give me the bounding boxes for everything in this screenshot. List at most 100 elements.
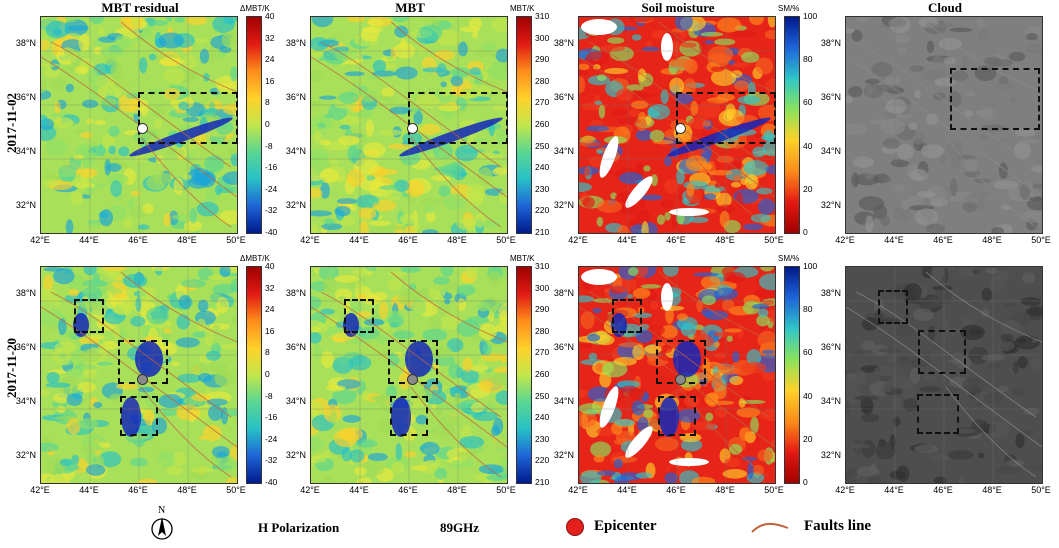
colorbar-tick-label: -40 xyxy=(265,227,278,237)
fault-line-icon xyxy=(750,520,790,541)
anomaly-box xyxy=(120,396,158,436)
lon-tick-label: 46°E xyxy=(398,485,418,495)
lat-tick-label: 38°N xyxy=(15,38,36,48)
colorbar-tick-label: 60 xyxy=(803,97,813,108)
colorbar-tick-label: 8 xyxy=(265,347,270,358)
colorbar-tick-label: -8 xyxy=(265,140,273,151)
legend-polarization: H Polarization xyxy=(258,520,340,535)
lon-tick-label: 46°E xyxy=(933,235,953,245)
lon-tick-label: 50°E xyxy=(496,485,516,495)
lon-tick-label: 46°E xyxy=(666,485,686,495)
colorbar-tick-label: 32 xyxy=(265,282,275,293)
map-panel xyxy=(845,16,1043,234)
colorbar-tick-label: -24 xyxy=(265,433,278,444)
colorbar-tick-label: 240 xyxy=(535,412,550,423)
colorbar-tick-label: 300 xyxy=(535,32,550,43)
colorbar xyxy=(516,266,532,484)
lat-tick-label: 32°N xyxy=(15,450,36,460)
anomaly-box xyxy=(917,394,959,434)
colorbar xyxy=(516,16,532,234)
lon-tick-label: 50°E xyxy=(764,235,784,245)
anomaly-box xyxy=(658,396,696,436)
colorbar-tick-label: 100 xyxy=(803,11,818,21)
colorbar-tick-label: 310 xyxy=(535,261,550,271)
lon-tick-label: 42°E xyxy=(835,485,855,495)
colorbar-tick-label: 0 xyxy=(265,369,270,379)
anomaly-box xyxy=(676,92,776,144)
lat-tick-label: 34°N xyxy=(15,396,36,406)
lon-tick-label: 42°E xyxy=(300,235,320,245)
colorbar-tick-label: 290 xyxy=(535,304,550,315)
lon-tick-label: 50°E xyxy=(226,485,246,495)
colorbar-tick-label: -40 xyxy=(265,477,278,487)
lon-tick-label: 44°E xyxy=(884,485,904,495)
lon-tick-label: 46°E xyxy=(128,485,148,495)
lat-tick-label: 38°N xyxy=(285,38,306,48)
lon-tick-label: 42°E xyxy=(30,485,50,495)
colorbar-tick-label: 80 xyxy=(803,304,813,315)
epicenter-icon xyxy=(137,374,148,385)
colorbar-tick-label: 24 xyxy=(265,54,275,65)
colorbar-label: ΔMBT/K xyxy=(240,4,270,13)
epicenter-icon xyxy=(407,374,418,385)
lon-tick-label: 48°E xyxy=(715,235,735,245)
lat-tick-label: 34°N xyxy=(285,146,306,156)
colorbar-tick-label: 220 xyxy=(535,455,550,466)
anomaly-box xyxy=(344,299,374,333)
colorbar-tick-label: -16 xyxy=(265,412,278,423)
lat-tick-label: 38°N xyxy=(15,288,36,298)
lon-tick-label: 42°E xyxy=(568,485,588,495)
colorbar-tick-label: -16 xyxy=(265,162,278,173)
lon-tick-label: 44°E xyxy=(349,485,369,495)
colorbar-tick-label: 32 xyxy=(265,32,275,43)
lon-tick-label: 44°E xyxy=(349,235,369,245)
lat-tick-label: 36°N xyxy=(15,92,36,102)
colorbar-label: MBT/K xyxy=(510,254,535,263)
colorbar-tick-label: 260 xyxy=(535,119,550,129)
north-label: N xyxy=(158,505,166,516)
colorbar-tick-label: 16 xyxy=(265,325,275,336)
colorbar-tick-label: 24 xyxy=(265,304,275,315)
colorbar-tick-label: 0 xyxy=(265,119,270,129)
lon-tick-label: 48°E xyxy=(715,485,735,495)
colorbar-tick-label: 280 xyxy=(535,325,550,336)
colorbar-tick-label: 80 xyxy=(803,54,813,65)
lat-tick-label: 36°N xyxy=(285,92,306,102)
colorbar-tick-label: 100 xyxy=(803,261,818,271)
column-title-mbt: MBT xyxy=(395,0,425,15)
colorbar-tick-label: 280 xyxy=(535,75,550,86)
colorbar-label: MBT/K xyxy=(510,4,535,13)
colorbar-tick-label: -32 xyxy=(265,205,278,216)
lat-tick-label: 32°N xyxy=(553,200,574,210)
colorbar-tick-label: 290 xyxy=(535,54,550,65)
lat-tick-label: 36°N xyxy=(15,342,36,352)
colorbar-tick-label: 40 xyxy=(265,261,275,271)
colorbar-tick-label: 210 xyxy=(535,477,550,487)
lat-tick-label: 32°N xyxy=(820,200,841,210)
colorbar-tick-label: 250 xyxy=(535,140,550,151)
column-title-cloud: Cloud xyxy=(928,0,962,15)
colorbar-tick-label: 240 xyxy=(535,162,550,173)
lon-tick-label: 42°E xyxy=(568,235,588,245)
colorbar-tick-label: 60 xyxy=(803,347,813,358)
colorbar-tick-label: 40 xyxy=(803,140,813,151)
colorbar-tick-label: 300 xyxy=(535,282,550,293)
lat-tick-label: 38°N xyxy=(553,38,574,48)
lon-tick-label: 48°E xyxy=(447,485,467,495)
epicenter-icon xyxy=(407,123,418,134)
lon-tick-label: 50°E xyxy=(1031,235,1051,245)
anomaly-box xyxy=(918,330,966,374)
lat-tick-label: 32°N xyxy=(820,450,841,460)
colorbar-label: SM/% xyxy=(778,254,800,263)
lat-tick-label: 38°N xyxy=(285,288,306,298)
north-arrow-icon: N xyxy=(150,505,174,542)
colorbar-tick-label: 230 xyxy=(535,183,550,194)
colorbar xyxy=(784,266,800,484)
anomaly-box xyxy=(408,92,508,144)
legend-faults-line: Faults line xyxy=(804,518,872,534)
anomaly-box xyxy=(612,299,642,333)
lon-tick-label: 46°E xyxy=(398,235,418,245)
colorbar-tick-label: 16 xyxy=(265,75,275,86)
lon-tick-label: 44°E xyxy=(79,235,99,245)
anomaly-box xyxy=(138,92,238,144)
